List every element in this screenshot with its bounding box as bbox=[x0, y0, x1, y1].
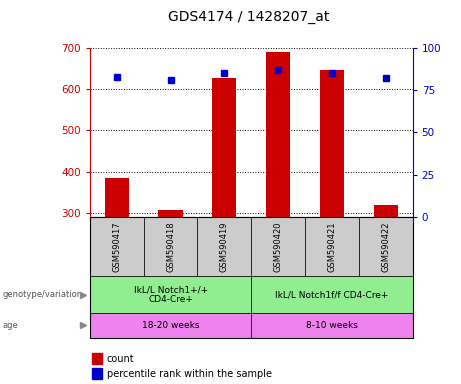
Bar bbox=[320, 70, 344, 217]
Text: GDS4174 / 1428207_at: GDS4174 / 1428207_at bbox=[168, 10, 330, 24]
Text: percentile rank within the sample: percentile rank within the sample bbox=[107, 369, 272, 379]
Text: GSM590417: GSM590417 bbox=[112, 222, 121, 272]
Text: IkL/L Notch1+/+
CD4-Cre+: IkL/L Notch1+/+ CD4-Cre+ bbox=[134, 285, 207, 305]
Text: GSM590421: GSM590421 bbox=[327, 222, 337, 272]
Bar bbox=[197, 217, 251, 276]
Text: 8-10 weeks: 8-10 weeks bbox=[306, 321, 358, 330]
Bar bbox=[359, 217, 413, 276]
Text: GSM590422: GSM590422 bbox=[381, 222, 390, 272]
Bar bbox=[144, 217, 197, 276]
Text: GSM590418: GSM590418 bbox=[166, 222, 175, 272]
Bar bbox=[305, 217, 359, 276]
Bar bbox=[105, 178, 129, 217]
Bar bbox=[373, 205, 398, 217]
Bar bbox=[266, 52, 290, 217]
Bar bbox=[159, 210, 183, 217]
Text: IkL/L Notch1f/f CD4-Cre+: IkL/L Notch1f/f CD4-Cre+ bbox=[275, 290, 389, 299]
Text: genotype/variation: genotype/variation bbox=[2, 290, 83, 299]
Bar bbox=[212, 78, 236, 217]
Text: GSM590420: GSM590420 bbox=[274, 222, 283, 272]
Bar bbox=[251, 313, 413, 338]
Text: count: count bbox=[107, 354, 135, 364]
Text: age: age bbox=[2, 321, 18, 330]
Text: GSM590419: GSM590419 bbox=[220, 222, 229, 272]
Bar bbox=[90, 217, 144, 276]
Bar bbox=[251, 217, 305, 276]
Bar bbox=[251, 276, 413, 313]
Bar bbox=[90, 313, 251, 338]
Bar bbox=[90, 276, 251, 313]
Text: 18-20 weeks: 18-20 weeks bbox=[142, 321, 199, 330]
